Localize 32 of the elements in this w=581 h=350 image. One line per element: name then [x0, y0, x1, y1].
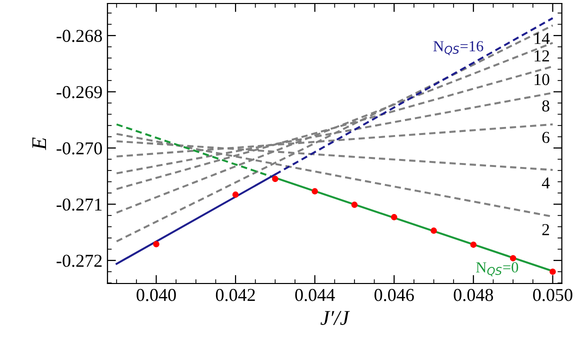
x-tick-label: 0.046 [374, 288, 414, 302]
series-label: N$_{QS}$=0 [476, 262, 518, 276]
series-label: 2 [542, 224, 550, 236]
series-label: 10 [534, 74, 550, 86]
point [510, 255, 516, 262]
x-tick-label: 0.050 [533, 288, 572, 302]
point [153, 241, 160, 248]
series-label: 4 [542, 177, 550, 188]
point [550, 268, 556, 275]
series-label: 12 [534, 50, 550, 62]
point [312, 188, 318, 194]
point [272, 176, 278, 182]
point [351, 202, 358, 208]
point [232, 192, 239, 198]
x-tick-label: 0.048 [454, 288, 494, 302]
x-tick-label: 0.040 [136, 288, 176, 302]
x-tick-label: 0.044 [295, 288, 335, 302]
y-tick-label: -0.272 [56, 254, 102, 267]
series-label: 8 [542, 100, 550, 112]
y-tick-label: -0.269 [56, 86, 102, 98]
series-label: 14 [534, 32, 550, 44]
y-tick-label: -0.270 [56, 142, 102, 155]
series-label: N$_{QS}$=16 [433, 41, 484, 56]
x-tick-label: 0.042 [216, 288, 255, 302]
y-tick-label: -0.271 [56, 198, 102, 211]
point [391, 214, 398, 220]
y-axis-title: E [32, 137, 46, 150]
point [470, 242, 477, 248]
series-label: 6 [542, 132, 550, 144]
point [430, 228, 437, 234]
y-tick-label: -0.268 [56, 30, 102, 42]
x-axis-title: J′/J [320, 311, 350, 325]
